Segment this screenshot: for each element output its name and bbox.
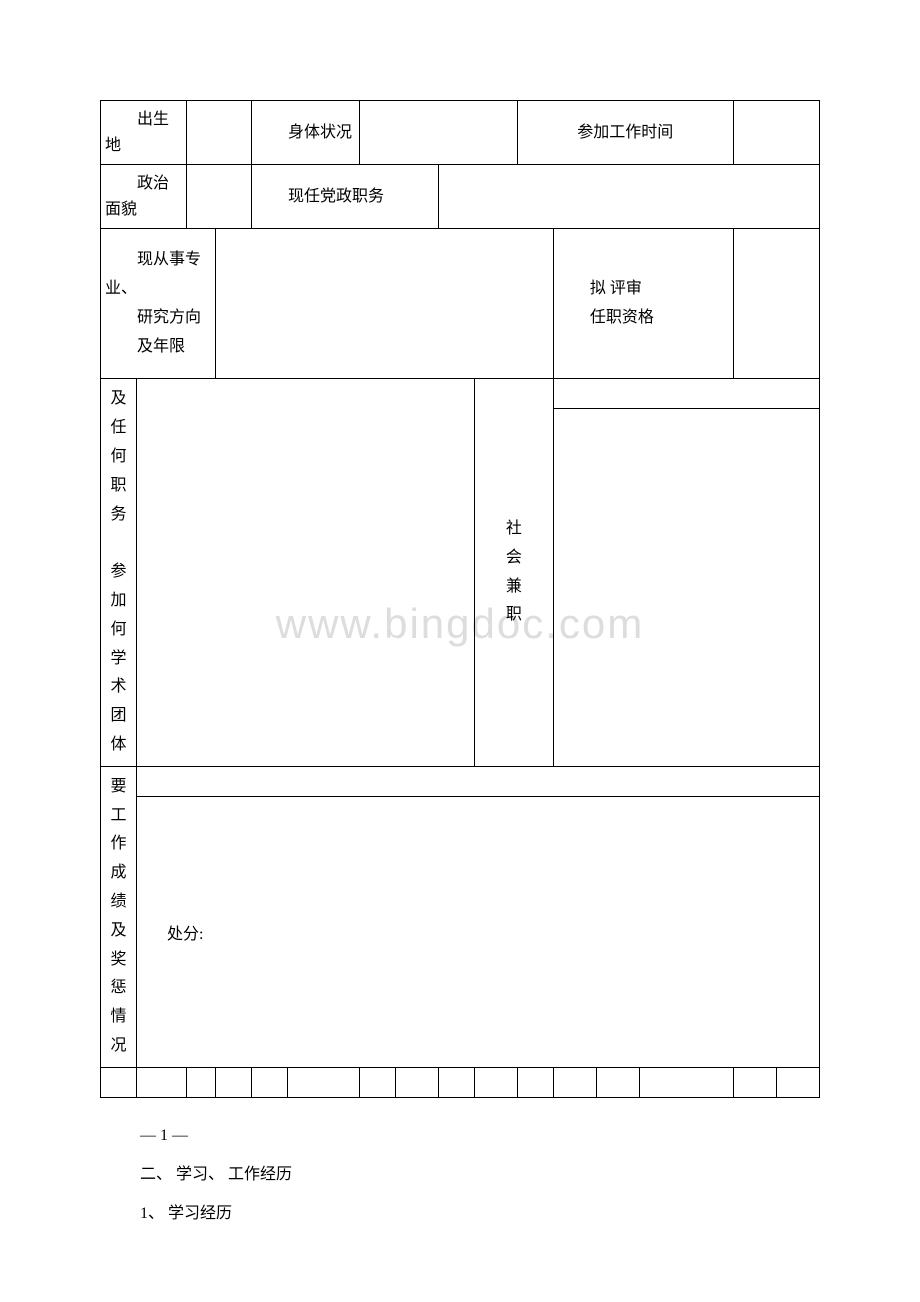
- form-table: 出生 地 身体状况 参加工作时间 政治面貌 现任党政职务 现从事专业、 研究方向…: [100, 100, 820, 1098]
- row-specialty: 现从事专业、 研究方向 及年限 拟 评审 任职资格: [101, 229, 820, 379]
- social-value-top: [553, 379, 819, 409]
- eval-value: [733, 229, 819, 379]
- bottom-cell-10: [474, 1067, 517, 1097]
- bottom-cell-4: [216, 1067, 252, 1097]
- political-value: [187, 165, 252, 229]
- footer-section: — 1 — 二、 学习、 工作经历 1、 学习经历: [140, 1118, 820, 1232]
- bottom-cell-15: [733, 1067, 776, 1097]
- form-container: 出生 地 身体状况 参加工作时间 政治面貌 现任党政职务 现从事专业、 研究方向…: [100, 100, 820, 1231]
- row-work-result-2: 处分:: [101, 796, 820, 1067]
- bottom-cell-5: [251, 1067, 287, 1097]
- work-result-label: 要工作成绩及奖惩情况: [101, 766, 137, 1067]
- row-organization: 及任何职务 参加何学术团体 社会兼职: [101, 379, 820, 409]
- eval-label-line1: 拟 评审: [558, 275, 729, 304]
- specialty-label-line3: 及年限: [105, 333, 211, 362]
- birthplace-value: [187, 101, 252, 165]
- political-label: 政治面貌: [101, 165, 187, 229]
- org-value: [136, 379, 474, 766]
- health-label: 身体状况: [251, 101, 359, 165]
- bottom-cell-12: [553, 1067, 596, 1097]
- bottom-cell-13: [596, 1067, 639, 1097]
- org-label: 及任何职务 参加何学术团体: [101, 379, 137, 766]
- eval-label-line2: 任职资格: [558, 304, 729, 333]
- row-birthplace: 出生 地 身体状况 参加工作时间: [101, 101, 820, 165]
- eval-label: 拟 评审 任职资格: [553, 229, 733, 379]
- punishment-cell: 处分:: [136, 796, 819, 1067]
- row-political: 政治面貌 现任党政职务: [101, 165, 820, 229]
- bottom-cell-14: [640, 1067, 733, 1097]
- section-2-title: 二、 学习、 工作经历: [140, 1157, 820, 1192]
- bottom-cell-9: [438, 1067, 474, 1097]
- specialty-label-line1: 现从事专业、: [105, 246, 211, 304]
- bottom-cell-11: [517, 1067, 553, 1097]
- row-work-result: 要工作成绩及奖惩情况: [101, 766, 820, 796]
- page-number: — 1 —: [140, 1118, 820, 1153]
- bottom-cell-16: [776, 1067, 819, 1097]
- health-value: [359, 101, 517, 165]
- worktime-value: [733, 101, 819, 165]
- birthplace-label: 出生 地: [101, 101, 187, 165]
- bottom-cell-2: [136, 1067, 186, 1097]
- bottom-cell-6: [287, 1067, 359, 1097]
- row-bottom: [101, 1067, 820, 1097]
- specialty-label: 现从事专业、 研究方向 及年限: [101, 229, 216, 379]
- party-post-label: 现任党政职务: [251, 165, 438, 229]
- bottom-cell-7: [359, 1067, 395, 1097]
- social-label: 社会兼职: [474, 379, 553, 766]
- specialty-value: [216, 229, 554, 379]
- party-post-value: [438, 165, 819, 229]
- bottom-cell-3: [187, 1067, 216, 1097]
- item-1-title: 1、 学习经历: [140, 1196, 820, 1231]
- worktime-label: 参加工作时间: [517, 101, 733, 165]
- work-result-top: [136, 766, 819, 796]
- social-value-bottom: [553, 409, 819, 766]
- bottom-cell-1: [101, 1067, 137, 1097]
- bottom-cell-8: [395, 1067, 438, 1097]
- specialty-label-line2: 研究方向: [105, 304, 211, 333]
